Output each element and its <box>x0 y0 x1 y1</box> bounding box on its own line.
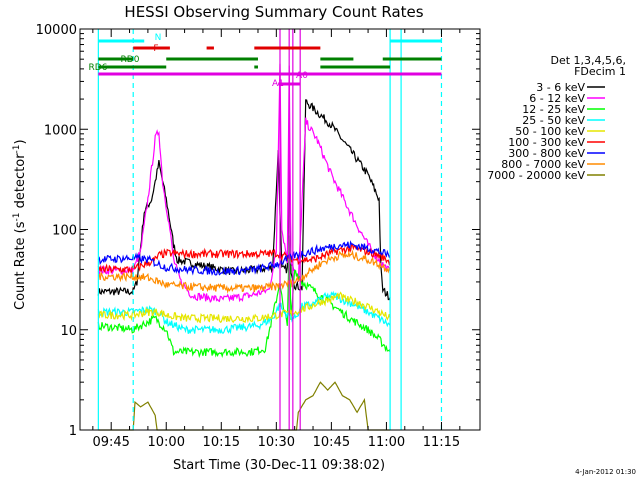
x-tick-label-1: 10:00 <box>148 435 185 450</box>
x-tick-label-5: 11:00 <box>368 435 405 450</box>
legend-label-3: 25 - 50 keV <box>522 114 585 127</box>
x-tick-label-3: 10:30 <box>258 435 295 450</box>
legend-label-6: 300 - 800 keV <box>508 147 585 160</box>
y-tick-label-2: 100 <box>52 224 77 239</box>
y-tick-label-4: 10000 <box>36 23 77 38</box>
state-label-N: N <box>155 33 162 43</box>
series-layer <box>97 63 391 431</box>
y-axis-label: Count Rate (s-1 detector-1) <box>12 139 28 310</box>
state-bar-layer: NF RD0 RD6 A0 A1 <box>89 33 442 89</box>
x-axis-label: Start Time (30-Dec-11 09:38:02) <box>173 458 385 473</box>
y-tick-label-0: 1 <box>69 424 77 439</box>
legend-label-2: 12 - 25 keV <box>522 103 585 116</box>
series-line-4 <box>97 291 391 324</box>
legend-label-4: 50 - 100 keV <box>515 125 585 138</box>
series-line-7 <box>97 249 391 294</box>
x-tick-label-0: 09:45 <box>92 435 129 450</box>
y-tick-label-3: 1000 <box>44 123 77 138</box>
x-axis-ticks: 09:45 10:00 10:15 10:30 10:45 11:00 11:15 <box>92 29 461 450</box>
vertical-marker-layer <box>97 29 443 430</box>
state-label-A1: A1 <box>272 79 284 89</box>
state-label-RD6: RD6 <box>89 63 108 73</box>
legend-label-0: 3 - 6 keV <box>536 81 585 94</box>
x-tick-label-6: 11:15 <box>423 435 460 450</box>
chart-title: HESSI Observing Summary Count Rates <box>124 3 423 21</box>
legend-title-line-1: FDecim 1 <box>574 65 626 78</box>
series-line-3 <box>97 290 391 335</box>
state-label-RD0: RD0 <box>121 55 140 65</box>
legend-label-1: 6 - 12 keV <box>529 92 585 105</box>
series-line-1 <box>97 63 391 304</box>
state-label-F: F <box>153 44 158 54</box>
series-line-6 <box>97 240 391 276</box>
y-axis-ticks: 1 10 100 1000 10000 <box>36 23 480 439</box>
x-tick-label-2: 10:15 <box>203 435 240 450</box>
x-tick-label-4: 10:45 <box>313 435 350 450</box>
series-line-2 <box>97 235 391 359</box>
footer-date: 4-Jan-2012 01:30 <box>575 468 636 476</box>
legend-label-7: 800 - 7000 keV <box>501 158 585 171</box>
y-tick-label-1: 10 <box>60 324 77 339</box>
legend-label-5: 100 - 300 keV <box>508 136 585 149</box>
state-label-A0: A0 <box>296 71 308 81</box>
legend-label-8: 7000 - 20000 keV <box>487 169 585 182</box>
legend-title-line-0: Det 1,3,4,5,6, <box>550 54 626 67</box>
